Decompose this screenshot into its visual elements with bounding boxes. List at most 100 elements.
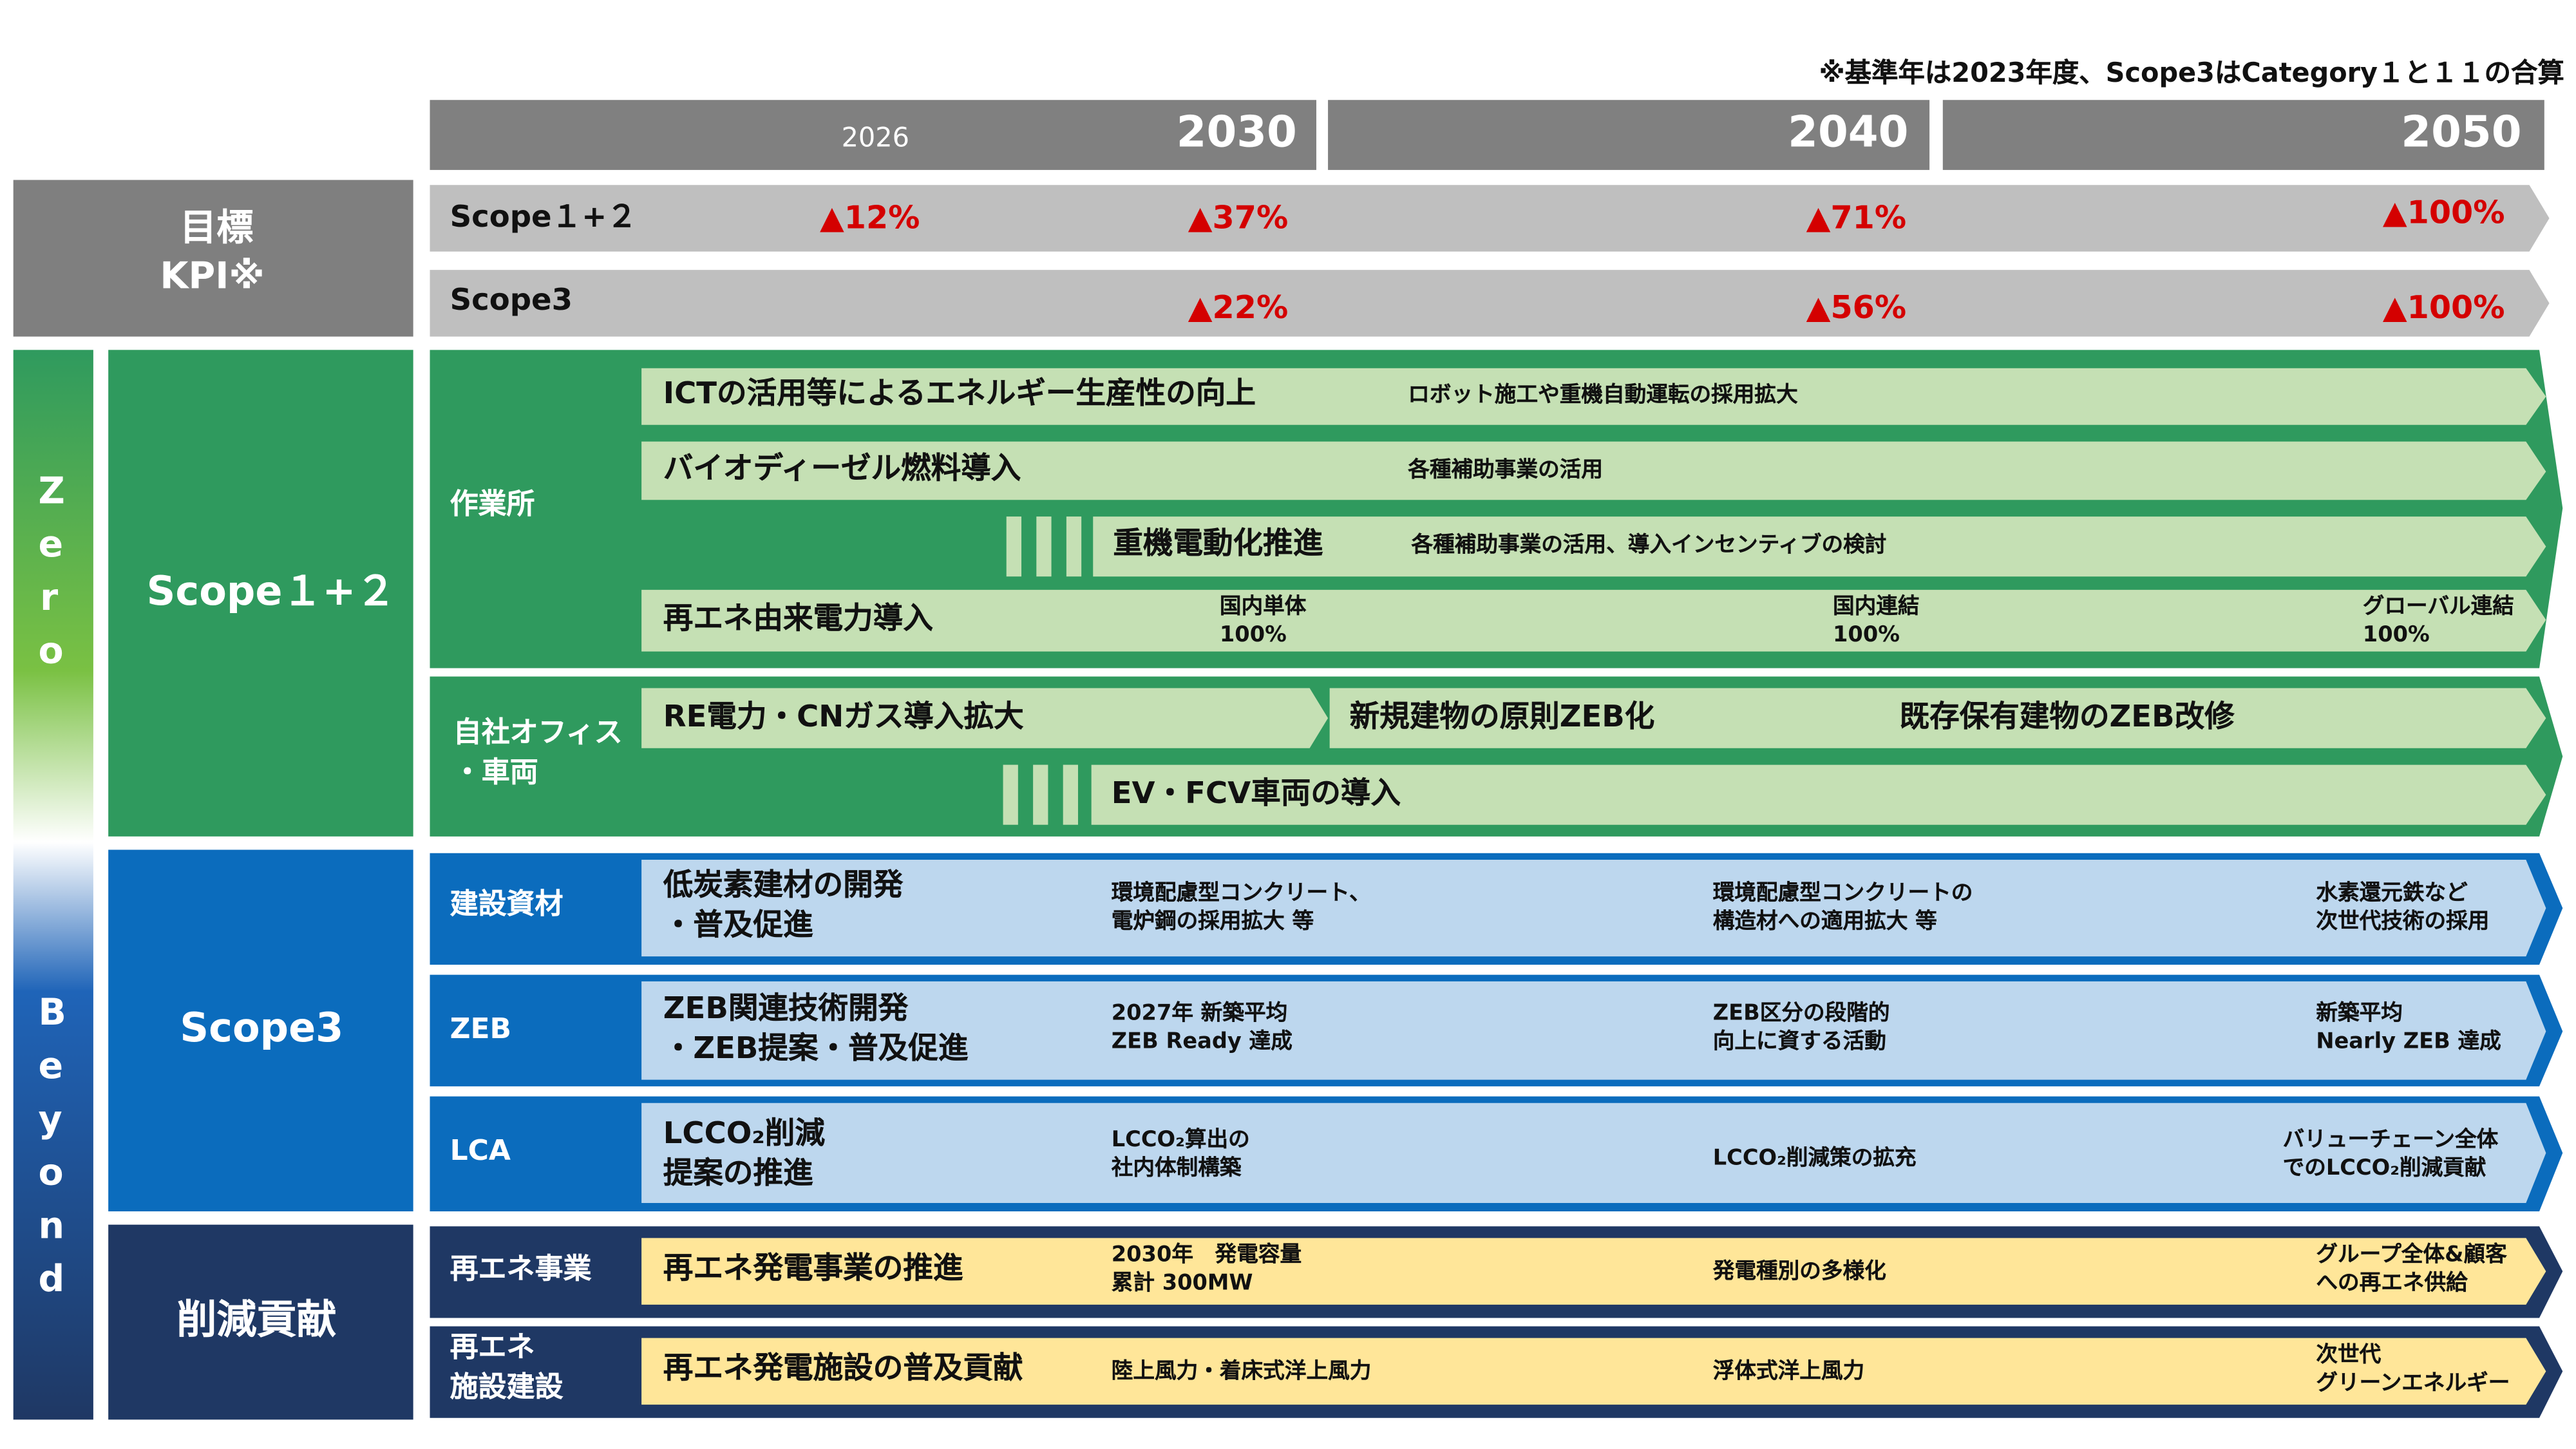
- re-facility-label-line1: 再エネ: [450, 1331, 535, 1365]
- kpi-scope12-bar: [430, 185, 2550, 252]
- kpi-label-line1: 目標: [180, 208, 254, 251]
- worksite-label: 作業所: [450, 488, 535, 522]
- zeb-title-line1: ZEB関連技術開発: [663, 991, 909, 1027]
- zeb-new-title: 新規建物の原則ZEB化: [1349, 699, 1655, 735]
- electrification-bar: [1093, 516, 2546, 577]
- zero-letter: r: [40, 578, 59, 620]
- electrification-stripe-3: [1066, 516, 1082, 577]
- lca-2040: LCCO₂削減策の拡充: [1712, 1146, 1917, 1171]
- beyond-letter: y: [38, 1099, 62, 1142]
- ev-stripe-2: [1033, 764, 1048, 825]
- beyond-letter: o: [38, 1153, 64, 1195]
- lca-label: LCA: [450, 1134, 511, 1168]
- re-business-2030: 2030年 発電容量 累計 300MW: [1111, 1243, 1302, 1296]
- re-facility-2040: 浮体式洋上風力: [1712, 1359, 1865, 1385]
- re-facility-label-line2: 施設建設: [450, 1371, 564, 1405]
- kpi-scope12-2030: ▲37%: [1188, 200, 1289, 237]
- kpi-scope12-label: Scope１+２: [450, 200, 637, 235]
- year-label-2040: 2040: [1788, 108, 1909, 158]
- zeb-existing-title: 既存保有建物のZEB改修: [1899, 699, 2235, 735]
- kpi-label-line2: KPI※: [160, 256, 265, 299]
- materials-bar: [641, 860, 2546, 957]
- scope12-title: Scope１+２: [146, 568, 396, 615]
- ict-bar: [641, 368, 2546, 425]
- beyond-letter: n: [38, 1206, 65, 1248]
- year-bar-2050: [1942, 100, 2544, 170]
- re-power-title: RE電力・CNガス導入拡大: [663, 699, 1024, 735]
- kpi-label-box: [13, 180, 413, 337]
- renewable-2040-line1: 国内連結: [1833, 594, 1920, 620]
- lca-title-line1: LCCO₂削減: [663, 1116, 825, 1151]
- re-power-bar: [641, 688, 1329, 748]
- zeb-title-line2: ・ZEB提案・普及促進: [663, 1031, 969, 1066]
- ev-title: EV・FCV車両の導入: [1111, 776, 1401, 812]
- re-facility-bar: [641, 1338, 2546, 1405]
- year-bar-2030: [430, 100, 1316, 170]
- ict-detail: ロボット施工や重機自動運転の採用拡大: [1408, 383, 1798, 408]
- scope3-title: Scope3: [180, 1005, 344, 1052]
- re-facility-2050: 次世代 グリーンエネルギー: [2316, 1343, 2510, 1396]
- beyond-letter: B: [38, 993, 66, 1035]
- year-label-2050: 2050: [2401, 108, 2522, 158]
- renewable-2040-line2: 100%: [1833, 623, 1900, 649]
- electrification-title: 重機電動化推進: [1113, 526, 1323, 562]
- kpi-scope3-2050: ▲100%: [2382, 290, 2505, 327]
- re-business-label: 再エネ事業: [450, 1253, 592, 1287]
- year-label-2030: 2030: [1176, 108, 1297, 158]
- electrification-stripe-2: [1036, 516, 1052, 577]
- scope3-label-box: [108, 849, 413, 1211]
- lca-bar: [641, 1103, 2546, 1204]
- kpi-scope3-bar: [430, 270, 2550, 337]
- electrification-stripe-1: [1006, 516, 1022, 577]
- year-bar-2040: [1328, 100, 1930, 170]
- materials-label: 建設資材: [450, 888, 564, 922]
- biodiesel-detail: 各種補助事業の活用: [1408, 458, 1604, 484]
- biodiesel-bar: [641, 441, 2546, 500]
- materials-2040: 環境配慮型コンクリートの 構造材への適用拡大 等: [1712, 881, 1973, 935]
- biodiesel-title: バイオディーゼル燃料導入: [663, 451, 1021, 487]
- beyond-letter: e: [38, 1046, 64, 1088]
- zeb-2050: 新築平均 Nearly ZEB 達成: [2316, 1001, 2501, 1055]
- re-business-2040: 発電種別の多様化: [1712, 1259, 1886, 1285]
- office-label-line2: ・車両: [453, 756, 538, 790]
- re-facility-2030: 陸上風力・着床式洋上風力: [1111, 1359, 1372, 1385]
- kpi-scope3-2030: ▲22%: [1188, 290, 1289, 327]
- kpi-scope12-2040: ▲71%: [1806, 200, 1907, 237]
- renewable-2050-line1: グローバル連結: [2362, 594, 2514, 620]
- re-facility-title: 再エネ発電施設の普及貢献: [663, 1351, 1023, 1387]
- renewable-power-bar: [641, 589, 2546, 652]
- renewable-title: 再エネ由来電力導入: [663, 601, 933, 637]
- lca-title-line2: 提案の推進: [663, 1156, 813, 1191]
- worksite-panel: [430, 350, 2563, 668]
- ev-stripe-1: [1003, 764, 1018, 825]
- renewable-2050-line2: 100%: [2362, 623, 2430, 649]
- re-business-2050: グループ全体&顧客 への再エネ供給: [2316, 1243, 2507, 1296]
- contribution-title: 削減貢献: [176, 1296, 337, 1343]
- materials-title-line1: 低炭素建材の開発: [663, 867, 904, 904]
- zero-letter: o: [38, 631, 64, 674]
- contribution-label-box: [108, 1224, 413, 1420]
- materials-2030: 環境配慮型コンクリート、 電炉鋼の採用拡大 等: [1111, 881, 1371, 935]
- ev-stripe-3: [1063, 764, 1078, 825]
- zeb-bar: [641, 981, 2546, 1080]
- zero-beyond-strip: [13, 350, 93, 1420]
- year-label-2026: 2026: [841, 121, 909, 154]
- materials-title-line2: ・普及促進: [663, 908, 813, 943]
- zero-letter: e: [38, 524, 64, 567]
- materials-2050: 水素還元鉄など 次世代技術の採用: [2316, 881, 2490, 935]
- renewable-2030-line2: 100%: [1219, 623, 1287, 649]
- kpi-scope3-label: Scope3: [450, 283, 573, 319]
- re-business-title: 再エネ発電事業の推進: [663, 1251, 963, 1287]
- lca-2050: バリューチェーン全体 でのLCCO₂削減貢献: [2282, 1128, 2499, 1182]
- lca-2030: LCCO₂算出の 社内体制構築: [1111, 1128, 1250, 1182]
- zero-letter: Z: [38, 471, 65, 513]
- scope12-label-box: [108, 350, 413, 837]
- electrification-detail: 各種補助事業の活用、導入インセンティブの検討: [1411, 533, 1887, 558]
- kpi-scope12-2026: ▲12%: [819, 200, 920, 237]
- office-label-line1: 自社オフィス: [453, 716, 623, 750]
- ict-title: ICTの活用等によるエネルギー生産性の向上: [663, 376, 1256, 412]
- re-business-bar: [641, 1238, 2546, 1305]
- renewable-2030-line1: 国内単体: [1219, 594, 1307, 620]
